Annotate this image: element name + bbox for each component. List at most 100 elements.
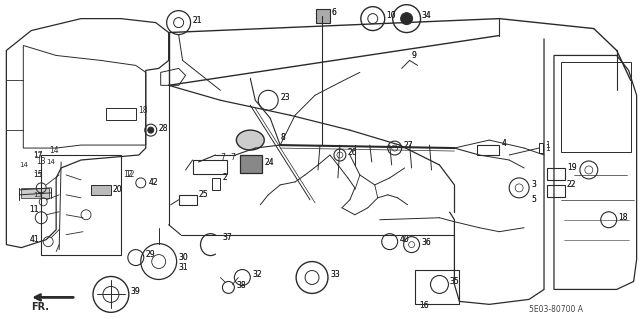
Text: 15: 15 xyxy=(33,172,42,178)
Text: 36: 36 xyxy=(422,238,431,247)
Text: 30: 30 xyxy=(179,253,188,262)
Text: 34: 34 xyxy=(422,11,431,20)
Text: 17: 17 xyxy=(33,152,42,158)
Text: 6: 6 xyxy=(332,8,337,17)
Text: 15: 15 xyxy=(33,192,42,198)
Text: 40: 40 xyxy=(399,235,410,244)
Text: 7: 7 xyxy=(220,152,225,161)
Text: 13: 13 xyxy=(36,158,46,167)
Text: 21: 21 xyxy=(193,16,202,25)
Text: 31: 31 xyxy=(179,263,188,272)
Text: 41: 41 xyxy=(29,235,39,244)
Circle shape xyxy=(401,13,413,25)
Text: 14: 14 xyxy=(46,159,55,165)
Text: 36: 36 xyxy=(422,238,431,247)
Text: 1: 1 xyxy=(545,141,550,150)
Text: 35: 35 xyxy=(449,277,459,286)
Text: 5: 5 xyxy=(531,195,536,204)
Bar xyxy=(41,155,121,255)
Text: 24: 24 xyxy=(264,159,274,167)
Text: 33: 33 xyxy=(330,270,340,279)
Text: 18: 18 xyxy=(619,213,628,222)
Text: 11: 11 xyxy=(29,205,39,214)
Text: 28: 28 xyxy=(159,124,168,133)
Text: 9: 9 xyxy=(412,51,417,60)
Text: 10: 10 xyxy=(386,11,396,20)
Bar xyxy=(415,270,460,304)
Text: 14: 14 xyxy=(19,162,28,168)
Text: 31: 31 xyxy=(179,263,188,272)
Text: 34: 34 xyxy=(422,11,431,20)
Text: 37: 37 xyxy=(223,233,232,242)
Text: 24: 24 xyxy=(264,159,274,167)
Text: 26: 26 xyxy=(348,147,358,157)
Circle shape xyxy=(148,127,154,133)
Text: 38: 38 xyxy=(236,281,246,290)
Text: 5E03-80700 A: 5E03-80700 A xyxy=(529,305,583,314)
Text: 3: 3 xyxy=(531,180,536,189)
Bar xyxy=(316,9,330,23)
Text: FR.: FR. xyxy=(31,302,49,312)
Text: 5: 5 xyxy=(531,195,536,204)
Bar xyxy=(212,178,220,190)
Text: 29: 29 xyxy=(146,250,156,259)
Text: 22: 22 xyxy=(567,180,577,189)
Text: 27: 27 xyxy=(404,141,413,150)
Text: 14: 14 xyxy=(49,145,59,154)
Bar xyxy=(477,145,499,155)
Text: 2: 2 xyxy=(223,174,227,182)
Text: 11: 11 xyxy=(29,205,39,214)
Text: 16: 16 xyxy=(420,301,429,310)
Text: 1: 1 xyxy=(545,144,550,152)
Bar xyxy=(539,143,543,153)
Text: 12: 12 xyxy=(123,170,132,179)
Text: 8: 8 xyxy=(280,133,285,142)
Text: 15: 15 xyxy=(33,170,43,179)
Bar xyxy=(106,108,136,120)
Bar xyxy=(193,160,227,174)
Text: 33: 33 xyxy=(330,270,340,279)
Text: 7: 7 xyxy=(230,152,236,161)
Text: 28: 28 xyxy=(159,124,168,133)
Ellipse shape xyxy=(236,130,264,150)
Text: 35: 35 xyxy=(449,277,459,286)
Text: 26: 26 xyxy=(348,147,358,157)
Text: 10: 10 xyxy=(386,11,396,20)
Text: 20: 20 xyxy=(113,185,122,194)
Text: 3: 3 xyxy=(531,180,536,189)
Text: 19: 19 xyxy=(567,163,577,173)
Bar xyxy=(241,155,262,173)
Text: 38: 38 xyxy=(236,281,246,290)
Bar xyxy=(547,168,565,180)
Text: 29: 29 xyxy=(146,250,156,259)
Text: 32: 32 xyxy=(252,270,262,279)
Text: 6: 6 xyxy=(332,8,337,17)
Text: 8: 8 xyxy=(280,133,285,142)
Text: 18: 18 xyxy=(619,213,628,222)
Text: 25: 25 xyxy=(198,190,208,199)
Bar xyxy=(179,195,196,205)
Text: 4: 4 xyxy=(501,138,506,148)
Text: 22: 22 xyxy=(567,180,577,189)
Text: 23: 23 xyxy=(280,93,290,102)
Text: 2: 2 xyxy=(223,174,227,182)
Bar xyxy=(91,185,111,195)
Text: 40: 40 xyxy=(399,235,410,244)
Text: 18: 18 xyxy=(138,106,147,115)
Text: 20: 20 xyxy=(113,185,122,194)
Text: 17: 17 xyxy=(33,151,43,160)
Text: 41: 41 xyxy=(29,235,39,244)
Text: 32: 32 xyxy=(252,270,262,279)
Text: 19: 19 xyxy=(567,163,577,173)
Text: 39: 39 xyxy=(131,287,141,296)
Bar xyxy=(561,63,630,152)
Text: 16: 16 xyxy=(420,301,429,310)
Text: 37: 37 xyxy=(223,233,232,242)
Text: 42: 42 xyxy=(148,178,158,187)
Text: 42: 42 xyxy=(148,178,158,187)
Text: 39: 39 xyxy=(131,287,141,296)
Text: 23: 23 xyxy=(280,93,290,102)
Text: 4: 4 xyxy=(501,138,506,148)
Bar xyxy=(21,188,49,198)
Text: 9: 9 xyxy=(412,51,417,60)
